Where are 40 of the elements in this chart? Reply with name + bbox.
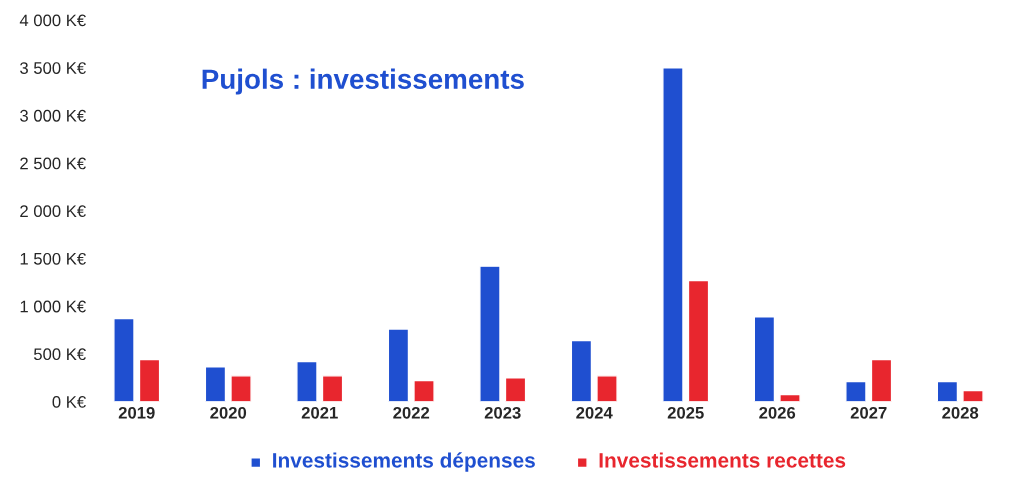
bar (230, 375, 252, 402)
y-tick-label: 500 K€ (33, 348, 86, 361)
bar (138, 358, 161, 402)
y-tick-label: 4 000 K€ (19, 14, 86, 27)
x-tick-label: 2024 (576, 406, 613, 419)
bar (662, 67, 684, 402)
y-tick-label: 3 500 K€ (20, 62, 86, 74)
bar (113, 317, 135, 402)
y-tick-label: 1 000 K€ (20, 300, 86, 313)
x-tick-label: 2026 (759, 406, 796, 419)
bar (845, 380, 867, 402)
bar (387, 328, 410, 402)
x-tick-label: 2020 (210, 406, 247, 419)
bar (596, 375, 618, 402)
bar (413, 379, 435, 402)
bar (870, 358, 893, 402)
bar (296, 360, 318, 402)
x-tick-label: 2023 (484, 406, 521, 419)
y-tick-label: 2 500 K€ (20, 157, 86, 170)
bar (570, 339, 593, 402)
bar (753, 316, 776, 402)
bar (321, 375, 344, 402)
legend-label: Investissements recettes (599, 452, 846, 468)
bar (504, 377, 527, 402)
x-tick-label: 2022 (393, 406, 430, 419)
x-tick-label: 2028 (942, 406, 979, 419)
y-tick-label: 3 000 K€ (20, 109, 86, 122)
y-tick-label: 0 K€ (52, 396, 86, 408)
y-tick-label: 2 000 K€ (20, 205, 86, 218)
x-tick-label: 2027 (850, 406, 887, 419)
bar (779, 393, 801, 402)
text: Pujols : investissements (202, 68, 524, 95)
legend-label: Investissements dépenses (273, 452, 535, 472)
y-tick-label: 1 500 K€ (20, 252, 86, 265)
bar (204, 366, 227, 402)
x-tick-label: 2019 (118, 406, 155, 419)
bar (687, 279, 710, 402)
x-tick-label: 2025 (667, 406, 704, 419)
bar (479, 265, 501, 402)
x-tick-label: 2021 (301, 406, 338, 419)
